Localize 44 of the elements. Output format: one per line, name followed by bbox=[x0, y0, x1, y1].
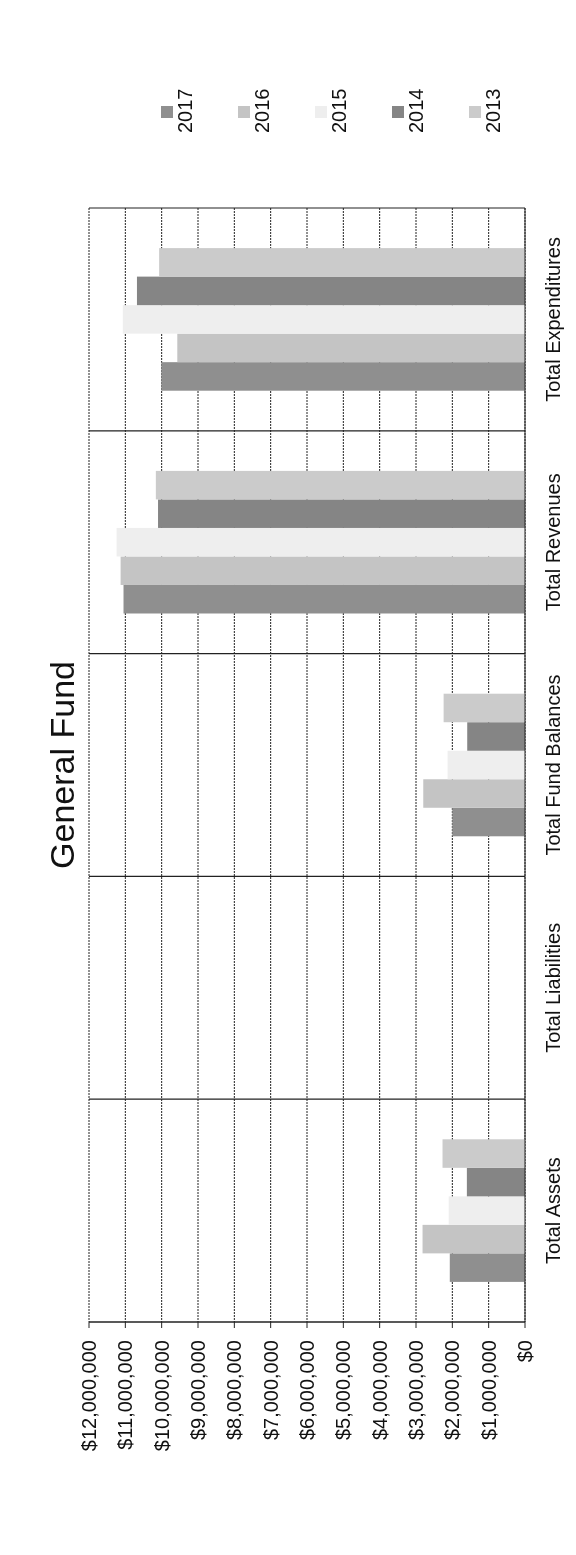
legend-label: 2016 bbox=[251, 88, 273, 133]
legend-label: 2017 bbox=[174, 88, 196, 133]
x-tick-label: $1,000,000 bbox=[477, 1340, 500, 1441]
bar bbox=[136, 276, 525, 306]
text: General Fund bbox=[42, 661, 81, 869]
bar bbox=[161, 362, 525, 391]
y-tick-label: Total Liabilities bbox=[542, 922, 564, 1053]
x-tick-label: $10,000,000 bbox=[150, 1340, 173, 1452]
bar bbox=[177, 333, 525, 363]
bar bbox=[158, 499, 525, 528]
x-tick-label: $8,000,000 bbox=[223, 1340, 246, 1441]
x-tick-label: $12,000,000 bbox=[78, 1340, 100, 1452]
x-tick-label: $6,000,000 bbox=[296, 1340, 318, 1441]
y-tick-label: Total Fund Balances bbox=[542, 674, 564, 856]
bar bbox=[452, 807, 525, 837]
bar bbox=[467, 722, 525, 751]
bar bbox=[422, 1224, 525, 1254]
bar bbox=[447, 750, 525, 780]
bar bbox=[449, 1253, 525, 1282]
x-tick-label: $9,000,000 bbox=[187, 1340, 209, 1441]
bar bbox=[123, 584, 525, 614]
x-tick-label: $3,000,000 bbox=[405, 1340, 427, 1441]
y-tick-label: Total Revenues bbox=[542, 473, 564, 612]
y-tick-label: Total Expenditures bbox=[542, 237, 564, 402]
bar bbox=[122, 305, 525, 334]
x-tick-label: $0 bbox=[514, 1340, 536, 1363]
bar bbox=[159, 248, 525, 277]
legend-label: 2015 bbox=[328, 88, 350, 133]
legend-label: 2014 bbox=[405, 88, 427, 133]
bar bbox=[155, 470, 525, 500]
x-tick-label: $2,000,000 bbox=[441, 1340, 464, 1441]
x-tick-label: $5,000,000 bbox=[332, 1340, 355, 1441]
bar bbox=[448, 1196, 525, 1225]
bar bbox=[423, 779, 525, 808]
x-tick-label: $7,000,000 bbox=[259, 1340, 282, 1441]
x-tick-label: $4,000,000 bbox=[368, 1340, 391, 1441]
x-tick-label: $11,000,000 bbox=[114, 1340, 137, 1450]
bar bbox=[466, 1167, 525, 1197]
bar bbox=[443, 693, 525, 723]
y-tick-label: Total Assets bbox=[542, 1157, 564, 1264]
legend-label: 2013 bbox=[482, 88, 504, 133]
bar bbox=[120, 556, 525, 585]
bar bbox=[116, 527, 525, 557]
bar bbox=[442, 1139, 525, 1168]
